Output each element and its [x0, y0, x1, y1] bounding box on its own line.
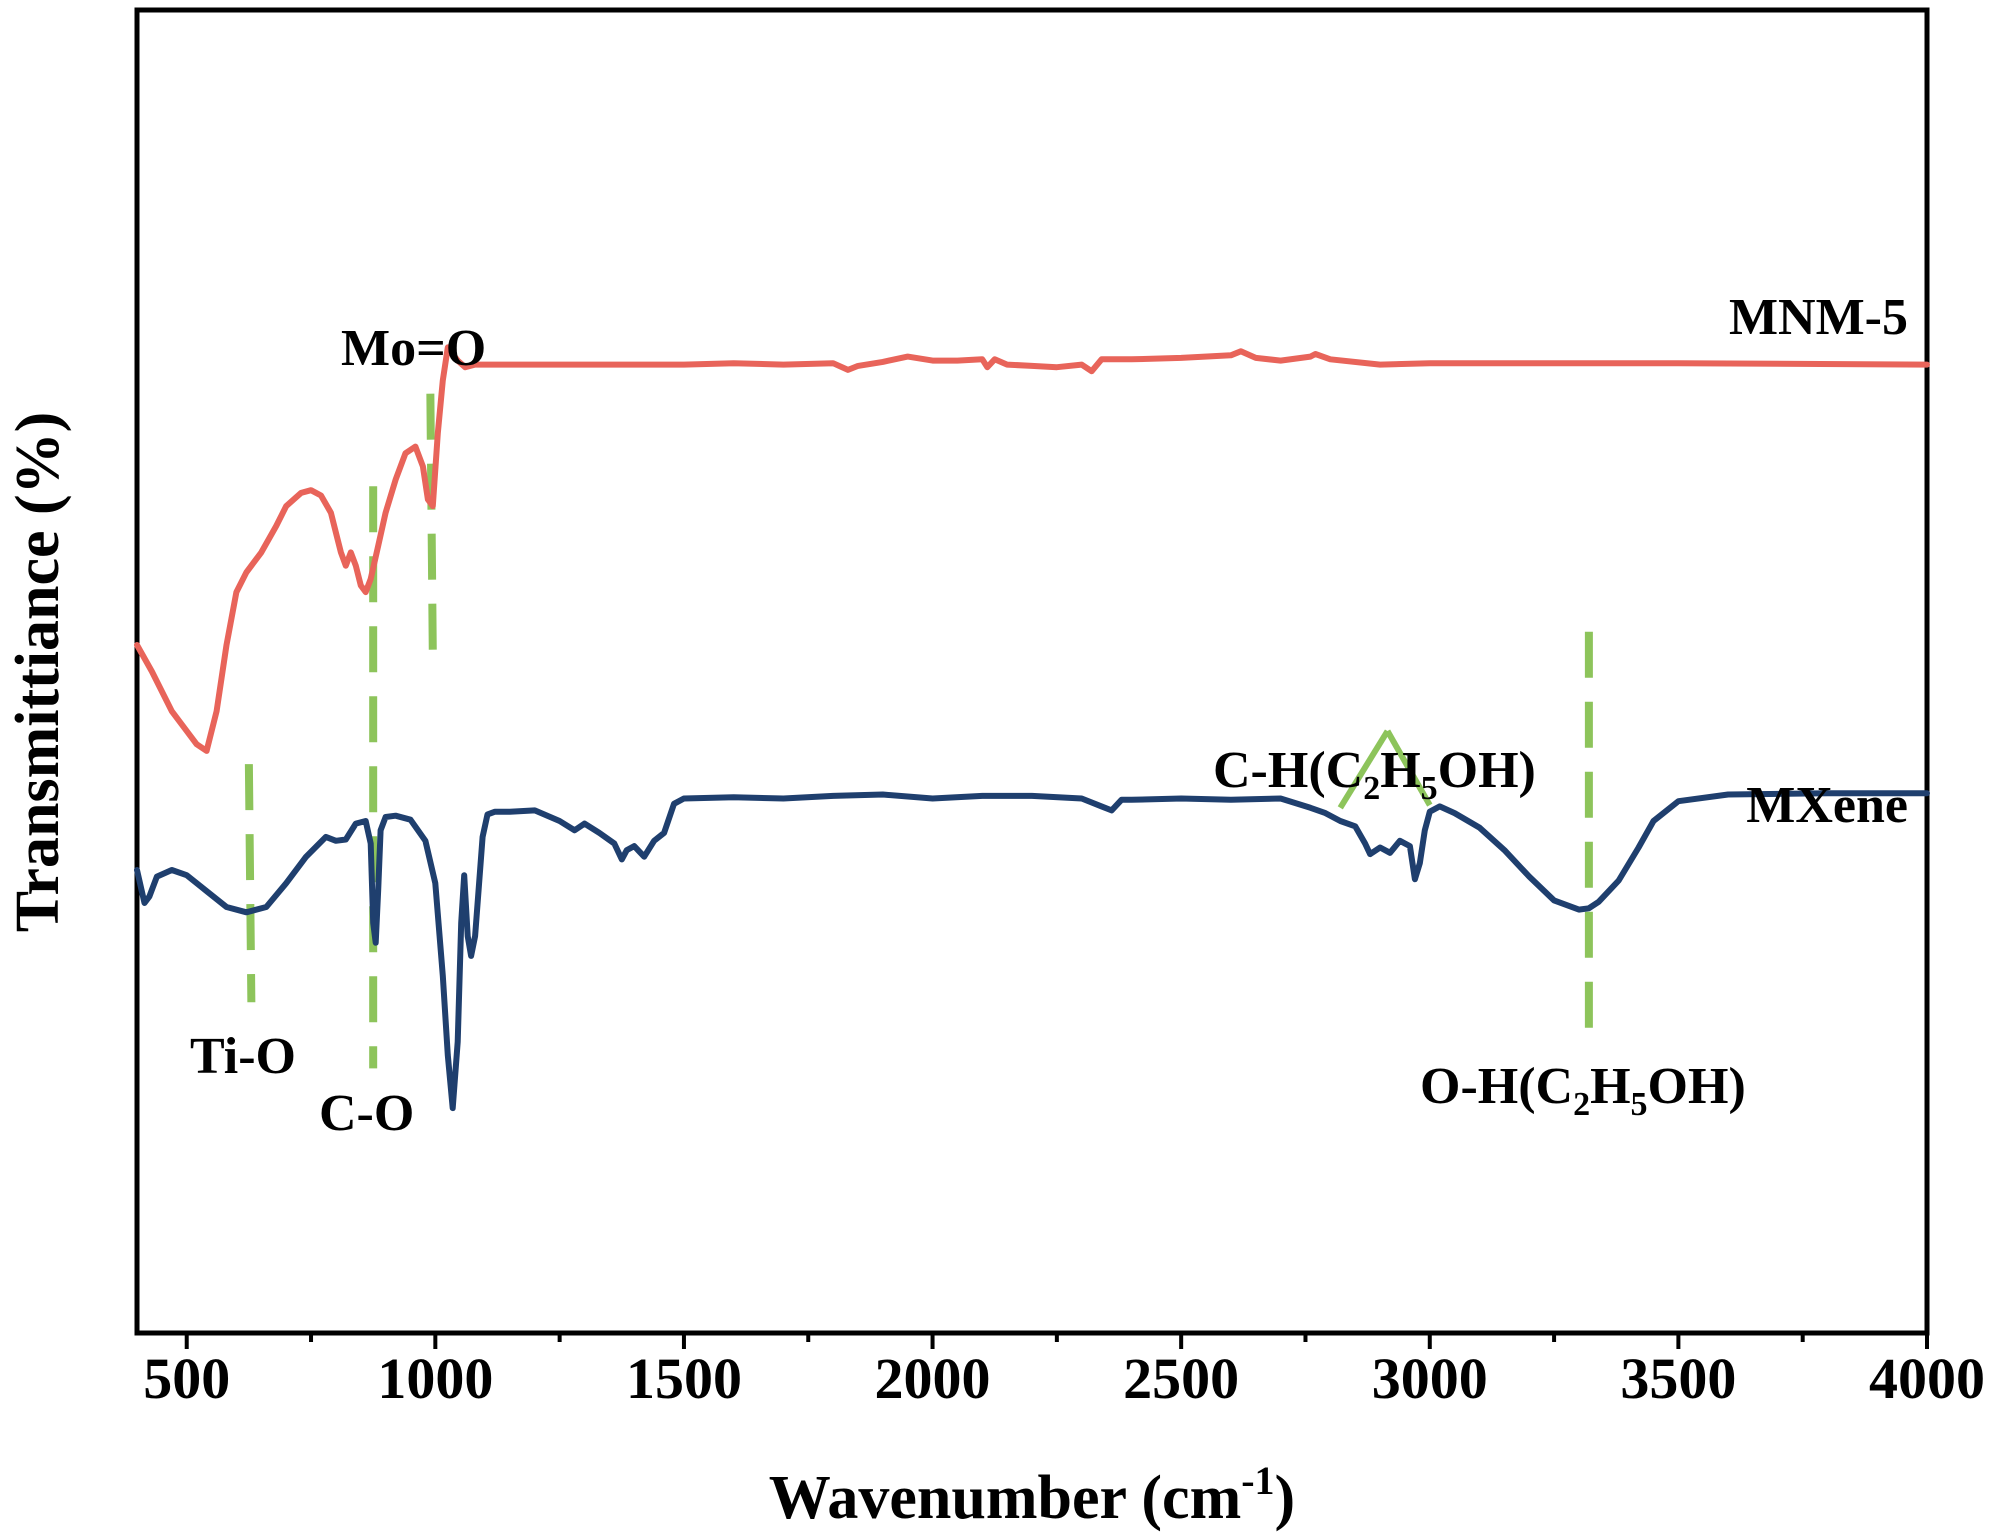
o-h-mid: H: [1590, 1058, 1630, 1115]
annotation-o-h: O-H(C2H5OH): [1420, 1058, 1746, 1123]
c-h-mid: H: [1380, 742, 1420, 799]
o-h-sub-5: 5: [1631, 1086, 1648, 1123]
x-axis-title: Wavenumber (cm-1): [769, 1458, 1295, 1532]
x-tick-label: 1000: [377, 1346, 493, 1411]
x-tick-label: 500: [143, 1346, 230, 1411]
c-h-suffix: OH): [1438, 742, 1536, 799]
o-h-suffix: OH): [1648, 1058, 1746, 1115]
y-axis-title: Transmittiance (%): [4, 412, 72, 933]
mo-o-guide: [426, 393, 437, 659]
guide-lines: [244, 393, 1593, 1069]
x-ticks: [184, 1333, 1929, 1349]
x-tick-label: 3000: [1372, 1346, 1488, 1411]
x-tick-labels: 500 1000 1500 2000 2500 3000 3500 4000: [143, 1346, 1985, 1411]
series-label-mxene: MXene: [1746, 777, 1908, 834]
annotation-c-h: C-H(C2H5OH): [1213, 742, 1536, 807]
annotation-c-o: C-O: [319, 1085, 414, 1142]
x-tick-label: 1500: [626, 1346, 742, 1411]
annotation-ti-o: Ti-O: [190, 1028, 296, 1085]
x-axis-title-text: Wavenumber (cm: [769, 1464, 1241, 1532]
x-axis-title-sup: -1: [1241, 1458, 1274, 1503]
series-line-mxene: [134, 790, 1930, 1112]
ti-o-guide: [244, 764, 256, 1003]
c-h-guide-right: [1384, 729, 1433, 807]
x-tick-label: 2500: [1123, 1346, 1239, 1411]
series-line-mnm-5: [134, 344, 1930, 754]
x-tick-label: 4000: [1869, 1346, 1985, 1411]
o-h-sub-2: 2: [1573, 1086, 1590, 1123]
series-label-mnm5: MNM-5: [1729, 289, 1908, 346]
x-tick-label: 3500: [1620, 1346, 1736, 1411]
annotation-mo-o: Mo=O: [341, 320, 486, 377]
o-h-prefix: O-H(C: [1420, 1058, 1573, 1115]
c-h-prefix: C-H(C: [1213, 742, 1363, 799]
x-tick-label: 2000: [875, 1346, 991, 1411]
c-h-sub-5: 5: [1421, 770, 1438, 807]
c-h-guide-left: [1337, 729, 1391, 810]
plot-frame: [134, 7, 1930, 1336]
series-group: [134, 344, 1930, 1112]
x-axis-title-close: ): [1275, 1464, 1296, 1532]
c-h-sub-2: 2: [1363, 770, 1380, 807]
